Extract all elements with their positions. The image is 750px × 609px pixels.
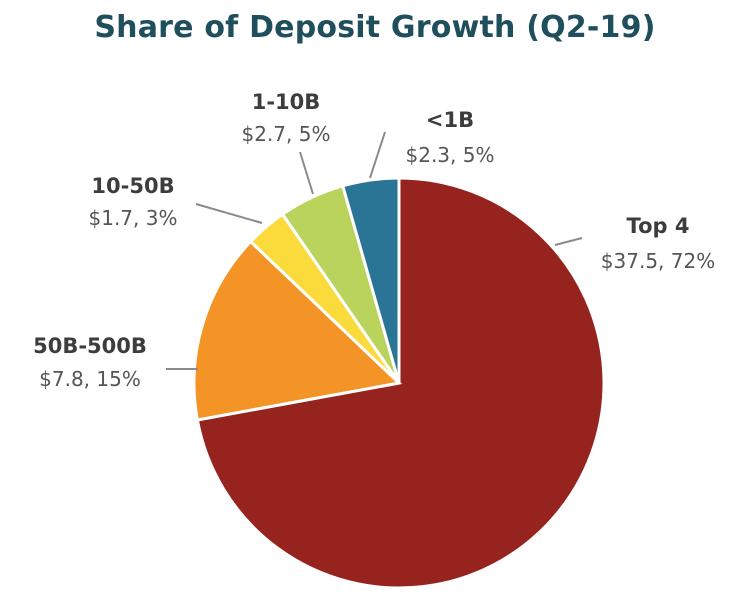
leader-line xyxy=(195,203,263,224)
leader-line xyxy=(369,131,386,179)
slice-name-label: Top 4 xyxy=(627,214,690,238)
leader-lines xyxy=(166,131,583,370)
slice-name-label: 1-10B xyxy=(252,90,321,114)
pie-slices xyxy=(192,176,606,590)
pie-slice-1b xyxy=(340,176,401,384)
slice-value-label: $37.5, 72% xyxy=(601,249,715,273)
slice-value-label: $7.8, 15% xyxy=(39,367,141,391)
slice-name-label: 10-50B xyxy=(91,174,174,198)
slice-value-label: $2.3, 5% xyxy=(406,143,495,167)
slice-labels: Top 4 $37.5, 72% 50B-500B $7.8, 15% 10-50B $1… xyxy=(33,90,715,391)
slice-value-label: $1.7, 3% xyxy=(89,206,178,230)
leader-line xyxy=(299,151,314,195)
slice-value-label: $2.7, 5% xyxy=(242,122,331,146)
pie-slice-50b-500b xyxy=(192,239,403,422)
leader-line xyxy=(554,237,583,246)
chart-title: Share of Deposit Growth (Q2-19) xyxy=(94,10,656,45)
slice-name-label: <1B xyxy=(426,108,474,132)
slice-name-label: 50B-500B xyxy=(33,334,147,358)
